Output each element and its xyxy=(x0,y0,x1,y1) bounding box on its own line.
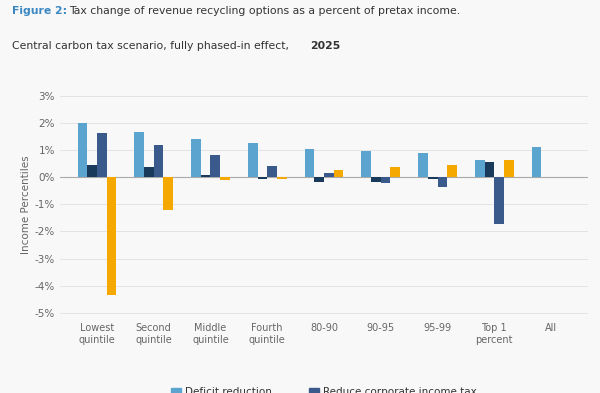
Bar xyxy=(248,143,257,177)
Bar xyxy=(504,160,514,177)
Bar xyxy=(447,165,457,177)
Bar xyxy=(324,173,334,177)
Bar xyxy=(163,177,173,210)
Bar xyxy=(314,177,324,182)
Bar xyxy=(361,151,371,177)
Bar xyxy=(201,175,211,177)
Bar xyxy=(428,177,437,178)
Bar xyxy=(305,149,314,177)
Bar xyxy=(257,177,267,178)
Bar xyxy=(211,155,220,177)
Bar xyxy=(97,133,107,177)
Text: Central carbon tax scenario, fully phased-in effect,: Central carbon tax scenario, fully phase… xyxy=(12,41,293,51)
Bar xyxy=(77,123,87,177)
Bar xyxy=(154,145,163,177)
Bar xyxy=(334,170,343,177)
Bar xyxy=(532,147,541,177)
Bar xyxy=(391,167,400,177)
Text: .: . xyxy=(333,41,337,51)
Bar xyxy=(437,177,447,187)
Bar xyxy=(494,177,504,224)
Bar xyxy=(485,162,494,177)
Bar xyxy=(267,166,277,177)
Bar xyxy=(418,153,428,177)
Text: Figure 2:: Figure 2: xyxy=(12,6,67,16)
Bar xyxy=(87,165,97,177)
Bar xyxy=(371,177,381,182)
Bar xyxy=(107,177,116,295)
Text: 2025: 2025 xyxy=(310,41,340,51)
Bar xyxy=(191,139,201,177)
Bar xyxy=(475,160,485,177)
Bar xyxy=(220,177,230,180)
Y-axis label: Income Percentiles: Income Percentiles xyxy=(21,155,31,253)
Bar xyxy=(381,177,391,183)
Bar xyxy=(144,167,154,177)
Bar xyxy=(277,177,287,178)
Bar xyxy=(134,132,144,177)
Text: Tax change of revenue recycling options as a percent of pretax income.: Tax change of revenue recycling options … xyxy=(69,6,460,16)
Legend: Deficit reduction, Reduce payroll taxes, Reduce corporate income tax, Per capita: Deficit reduction, Reduce payroll taxes,… xyxy=(172,387,476,393)
